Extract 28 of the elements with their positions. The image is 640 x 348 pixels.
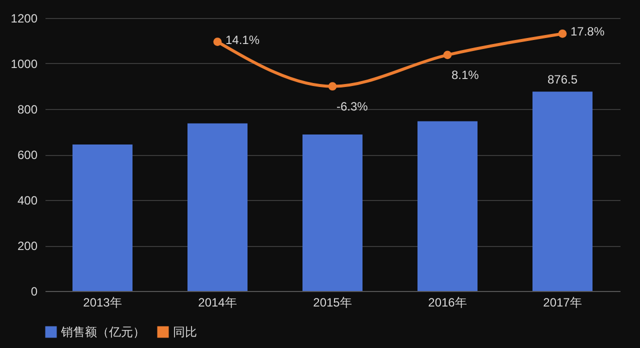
y-tick-label: 1000 — [10, 57, 38, 71]
data-label: 8.1% — [452, 68, 480, 82]
point — [443, 50, 452, 60]
x-tick-label: 2013年 — [83, 296, 122, 310]
legend-label: 同比 — [173, 325, 197, 339]
point — [213, 38, 222, 46]
y-tick-label: 600 — [17, 148, 38, 162]
point — [558, 30, 567, 38]
data-label: 14.1% — [226, 32, 260, 47]
point — [328, 82, 337, 91]
bar — [72, 144, 133, 291]
y-tick-label: 1200 — [10, 12, 38, 26]
bar — [302, 134, 363, 291]
data-label: -6.3% — [336, 99, 368, 114]
x-tick-label: 2014年 — [198, 296, 237, 310]
y-tick-label: 200 — [17, 239, 38, 253]
legend-label: 销售额（亿元） — [60, 325, 145, 339]
bar — [532, 92, 593, 291]
bar — [187, 123, 248, 291]
x-tick-label: 2016年 — [428, 296, 467, 310]
data-label: 876.5 — [547, 72, 578, 87]
x-tick-label: 2017年 — [543, 296, 582, 310]
y-tick-label: 800 — [17, 102, 38, 116]
bar — [417, 121, 478, 291]
x-tick-label: 2015年 — [313, 296, 352, 310]
y-tick-label: 0 — [30, 284, 38, 298]
y-tick-label: 400 — [17, 194, 38, 208]
data-label: 17.8% — [570, 24, 605, 39]
